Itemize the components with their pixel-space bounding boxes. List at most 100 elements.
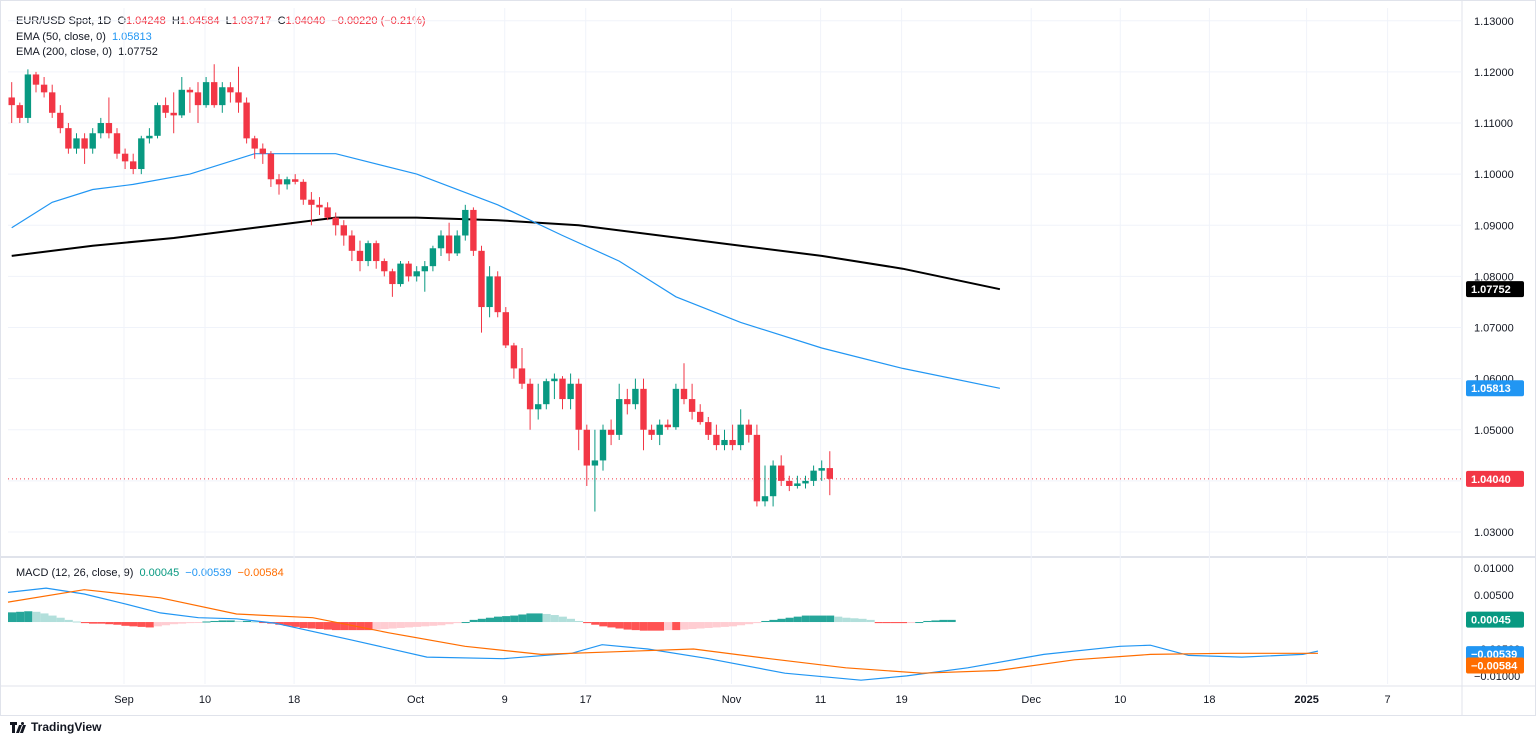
candle-body <box>640 388 647 430</box>
candle-body <box>697 411 704 423</box>
candle-body <box>510 345 518 369</box>
candle <box>348 230 356 262</box>
price-axis: 1.13000 1.12000 1.11000 1.10000 1.09000 1.080… <box>1474 16 1520 683</box>
candle <box>778 455 785 486</box>
macd-hist-bar <box>623 622 632 630</box>
candle-body <box>40 84 48 93</box>
macd-hist-bar <box>299 622 308 628</box>
macd-hist-bar <box>170 622 179 625</box>
ema200-legend[interactable]: EMA (200, close, 0) 1.07752 <box>16 45 161 59</box>
candle-body <box>138 138 145 170</box>
macd-hist-bar <box>575 620 584 623</box>
candle <box>267 151 275 187</box>
macd-hist-badge-text: 0.00045 <box>1471 615 1511 627</box>
price-tick-label: 1.12000 <box>1474 67 1514 79</box>
macd-hist-bar <box>477 618 486 623</box>
candle-body <box>300 181 307 200</box>
candle-body <box>632 388 639 405</box>
candle <box>24 69 32 124</box>
macd-hist-bar <box>907 622 916 624</box>
candle-body <box>478 250 485 308</box>
candle <box>89 128 96 154</box>
macd-hist-bar <box>218 620 227 623</box>
time-tick-label: 10 <box>199 694 211 706</box>
macd-hist-bar <box>615 622 624 629</box>
candle <box>16 102 23 124</box>
candle-body <box>308 199 315 205</box>
candle <box>591 429 599 512</box>
candle <box>332 212 339 236</box>
macd-hist-bar <box>866 619 875 623</box>
candle <box>802 475 809 489</box>
candle-body <box>778 465 785 481</box>
candle-body <box>24 74 32 118</box>
macd-hist-badge-bg <box>1466 611 1524 628</box>
candle <box>551 373 558 400</box>
macd-hist-bar <box>826 615 835 623</box>
candle <box>316 197 323 216</box>
macd-hist-bar <box>24 611 33 623</box>
ema200-legend-value: 1.07752 <box>118 46 158 58</box>
candle-body <box>616 399 623 435</box>
candle <box>421 261 428 292</box>
macd-hist-bar <box>64 619 73 623</box>
candle <box>113 128 121 159</box>
candle-body <box>32 74 40 85</box>
candle <box>583 424 590 486</box>
macd-hist-bar <box>380 622 389 630</box>
ema50-legend[interactable]: EMA (50, close, 0) 1.05813 <box>16 30 155 44</box>
macd-hist-bar <box>469 619 478 623</box>
candle <box>494 271 501 318</box>
candle-body <box>786 480 793 486</box>
candle-body <box>794 483 801 486</box>
candle <box>8 82 15 124</box>
candle-body <box>688 399 696 412</box>
ema50-badge-bg <box>1466 380 1524 397</box>
candle <box>292 174 299 185</box>
macd-hist-bar <box>56 617 65 623</box>
time-tick-label: Sep <box>114 694 134 706</box>
candle <box>737 409 744 451</box>
candle-body <box>16 105 23 118</box>
macd-hist-bar <box>129 622 138 627</box>
candle-body <box>316 204 323 208</box>
candle <box>502 307 509 348</box>
candle-body <box>802 480 809 484</box>
candle <box>567 373 574 410</box>
candle-body <box>405 263 412 277</box>
candle-body <box>551 378 558 382</box>
candle <box>810 465 817 486</box>
candle-body <box>121 153 129 162</box>
candle-body <box>745 424 752 435</box>
ema200-line <box>11 216 1001 291</box>
candle <box>356 240 364 272</box>
candle-body <box>672 388 680 428</box>
macd-hist-bar <box>259 622 268 624</box>
ema200-badge: 1.07752 <box>1466 281 1524 298</box>
candle <box>535 383 542 420</box>
macd-hist-bar <box>323 622 332 630</box>
time-tick-label: 18 <box>288 694 300 706</box>
candle <box>49 84 56 118</box>
candle-body <box>227 87 234 93</box>
candle-body <box>761 496 769 502</box>
candle <box>146 128 153 144</box>
tradingview-logo[interactable]: TradingView <box>10 720 101 734</box>
ema50-badge: 1.05813 <box>1466 380 1524 397</box>
candle <box>194 82 202 124</box>
candle <box>470 207 477 256</box>
macd-hist-bar <box>558 616 567 623</box>
candle <box>818 460 825 481</box>
candle-body <box>494 276 501 313</box>
macd-hist-bar <box>688 622 697 630</box>
candle-body <box>559 378 566 400</box>
macd-legend[interactable]: MACD (12, 26, close, 9) 0.00045 −0.00539… <box>16 566 287 580</box>
ema200-badge-text: 1.07752 <box>1471 284 1511 296</box>
macd-hist-bar <box>947 619 956 623</box>
macd-legend-label: MACD (12, 26, close, 9) <box>16 567 134 579</box>
candle-body <box>721 439 728 446</box>
candle-body <box>332 217 339 226</box>
candle-body <box>170 112 177 116</box>
candle-body <box>324 207 331 218</box>
